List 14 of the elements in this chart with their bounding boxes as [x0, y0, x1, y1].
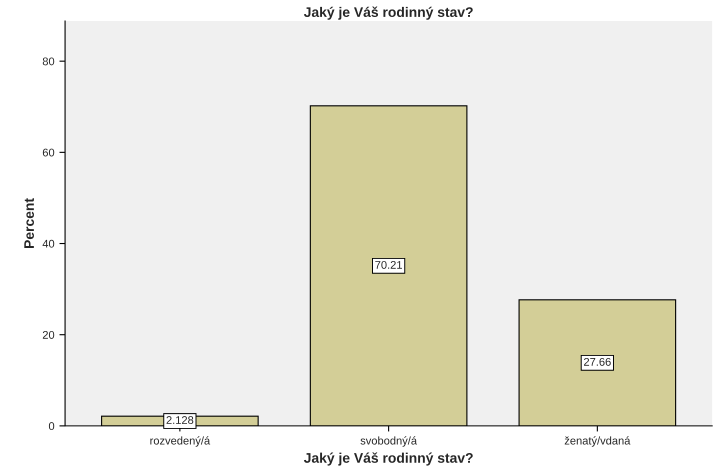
- data-label: 27.66: [584, 358, 611, 366]
- chart-title: Jaký je Váš rodinný stav?: [304, 6, 473, 20]
- x-axis-title: Jaký je Váš rodinný stav?: [304, 452, 473, 466]
- x-tick-label: ženatý/vdaná: [564, 436, 630, 447]
- y-tick-label: 40: [42, 240, 54, 248]
- x-tick-label: rozvedený/á: [150, 436, 210, 447]
- y-tick-label: 0: [48, 422, 54, 430]
- y-tick-label: 60: [42, 148, 54, 156]
- data-label: 2.128: [166, 416, 194, 424]
- y-tick-label: 20: [42, 330, 54, 339]
- data-label: 70.21: [375, 260, 402, 269]
- y-tick-label: 80: [42, 57, 54, 66]
- x-tick-label: svobodný/á: [360, 436, 418, 447]
- y-axis-title: Percent: [24, 198, 34, 248]
